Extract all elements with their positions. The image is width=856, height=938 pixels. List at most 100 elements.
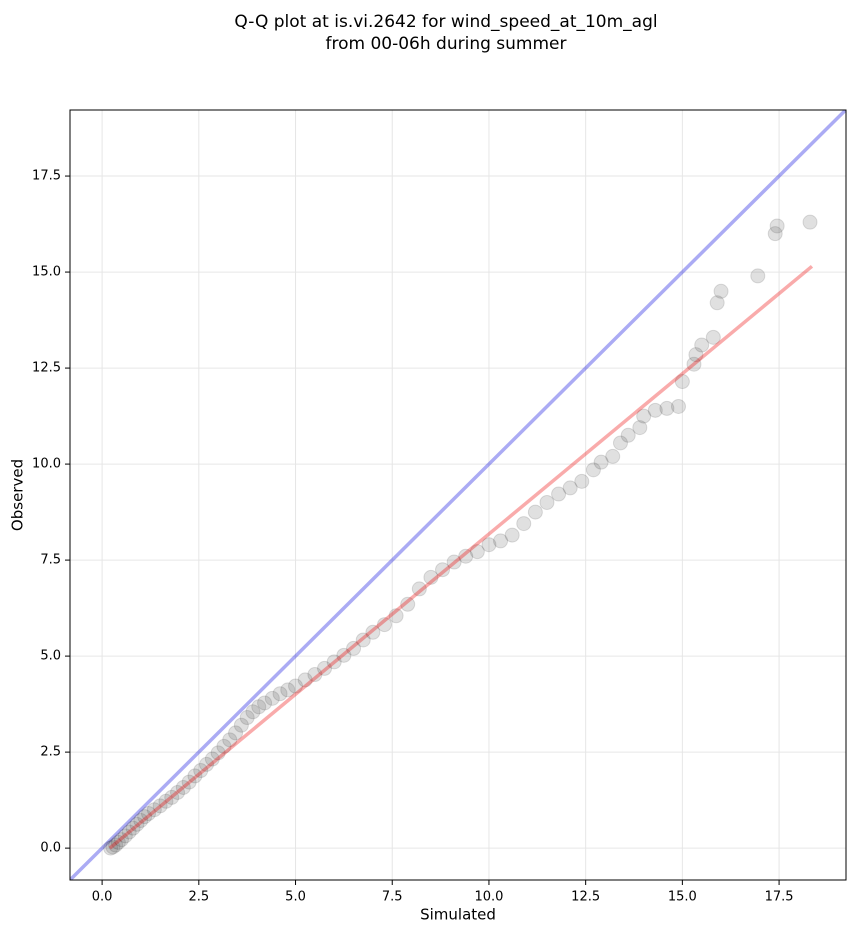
point bbox=[170, 784, 186, 800]
point bbox=[694, 337, 710, 353]
y-tick-label: 7.5 bbox=[40, 553, 61, 568]
point bbox=[539, 494, 555, 510]
x-tick-label: 2.5 bbox=[188, 890, 209, 905]
x-tick-label: 12.5 bbox=[571, 890, 600, 905]
chart-title: Q-Q plot at is.vi.2642 for wind_speed_at… bbox=[234, 12, 657, 32]
point bbox=[280, 682, 296, 698]
point bbox=[317, 660, 333, 676]
point bbox=[137, 809, 153, 825]
point bbox=[551, 486, 567, 502]
point bbox=[620, 427, 636, 443]
plot-area bbox=[70, 110, 846, 880]
point bbox=[647, 402, 663, 418]
y-tick-label: 15.0 bbox=[32, 265, 61, 280]
fit-line bbox=[108, 264, 814, 850]
point bbox=[251, 699, 267, 715]
point bbox=[187, 768, 203, 784]
point bbox=[204, 751, 220, 767]
point bbox=[585, 462, 601, 478]
x-tick-label: 5.0 bbox=[285, 890, 306, 905]
axes-frame bbox=[69, 109, 847, 881]
point bbox=[158, 793, 174, 809]
point bbox=[129, 816, 145, 832]
y-tick-label: 5.0 bbox=[40, 649, 61, 664]
y-axis-label: Observed bbox=[9, 459, 27, 531]
point bbox=[574, 473, 590, 489]
point bbox=[105, 839, 121, 855]
point bbox=[636, 408, 652, 424]
chart-title: from 00-06h during summer bbox=[326, 34, 567, 54]
point bbox=[423, 569, 439, 585]
x-axis-label: Simulated bbox=[420, 906, 496, 924]
point bbox=[103, 840, 119, 856]
point bbox=[504, 527, 520, 543]
x-tick-label: 0.0 bbox=[92, 890, 113, 905]
y-tick-label: 12.5 bbox=[32, 361, 61, 376]
point bbox=[593, 454, 609, 470]
x-tick-label: 10.0 bbox=[474, 890, 503, 905]
point bbox=[210, 745, 226, 761]
point bbox=[272, 686, 288, 702]
point bbox=[193, 763, 209, 779]
point bbox=[346, 640, 362, 656]
point bbox=[288, 678, 304, 694]
point bbox=[117, 828, 133, 844]
point bbox=[336, 647, 352, 663]
point bbox=[713, 283, 729, 299]
point bbox=[493, 533, 509, 549]
x-tick-label: 17.5 bbox=[765, 890, 794, 905]
point bbox=[199, 756, 215, 772]
y-tick-label: 10.0 bbox=[32, 457, 61, 472]
point bbox=[146, 802, 162, 818]
point bbox=[632, 420, 648, 436]
point bbox=[222, 732, 238, 748]
point bbox=[377, 617, 393, 633]
x-tick-label: 7.5 bbox=[382, 890, 403, 905]
point bbox=[605, 448, 621, 464]
point bbox=[125, 820, 141, 836]
y-tick-label: 17.5 bbox=[32, 169, 61, 184]
point bbox=[233, 717, 249, 733]
point bbox=[245, 704, 261, 720]
point bbox=[527, 504, 543, 520]
point bbox=[769, 218, 785, 234]
point bbox=[481, 537, 497, 553]
point bbox=[110, 834, 126, 850]
point bbox=[750, 268, 766, 284]
point bbox=[228, 725, 244, 741]
point bbox=[458, 548, 474, 564]
point bbox=[411, 581, 427, 597]
point bbox=[469, 544, 485, 560]
point bbox=[264, 690, 280, 706]
y-tick-label: 2.5 bbox=[40, 745, 61, 760]
point bbox=[113, 832, 129, 848]
point bbox=[767, 226, 783, 242]
point bbox=[516, 516, 532, 532]
point bbox=[388, 608, 404, 624]
point bbox=[297, 672, 313, 688]
point bbox=[164, 789, 180, 805]
point bbox=[705, 329, 721, 345]
grid bbox=[70, 110, 846, 880]
point bbox=[257, 695, 273, 711]
point bbox=[365, 624, 381, 640]
point bbox=[133, 812, 149, 828]
point bbox=[326, 654, 342, 670]
point bbox=[355, 632, 371, 648]
point bbox=[674, 374, 690, 390]
point bbox=[307, 667, 323, 683]
point bbox=[108, 837, 124, 853]
point bbox=[435, 562, 451, 578]
point bbox=[216, 738, 232, 754]
point bbox=[802, 214, 818, 230]
point bbox=[446, 554, 462, 570]
point bbox=[688, 347, 704, 363]
y-tick-label: 0.0 bbox=[40, 841, 61, 856]
point bbox=[121, 824, 137, 840]
point bbox=[709, 295, 725, 311]
point bbox=[239, 710, 255, 726]
point bbox=[659, 400, 675, 416]
point bbox=[686, 356, 702, 372]
point bbox=[562, 480, 578, 496]
